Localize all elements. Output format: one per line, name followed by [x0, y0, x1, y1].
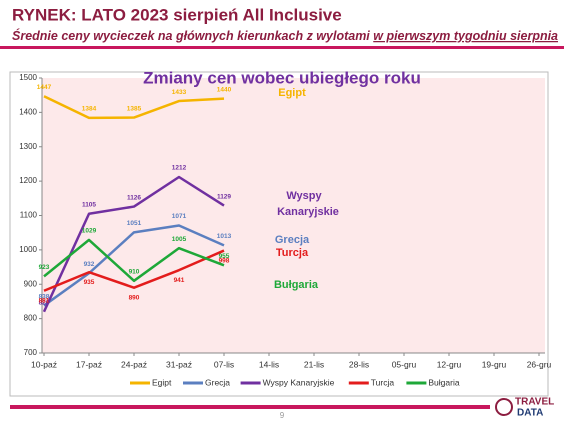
- series-annotation: Grecja: [275, 234, 310, 246]
- data-label: 890: [129, 294, 140, 301]
- x-tick-label: 19-gru: [482, 359, 507, 369]
- x-tick-label: 05-gru: [392, 359, 417, 369]
- data-label: 955: [219, 253, 230, 260]
- data-label: 1385: [127, 105, 142, 112]
- series-annotation: Bułgaria: [274, 279, 319, 291]
- data-label: 838: [39, 293, 50, 300]
- logo-text: DATA: [517, 408, 543, 419]
- data-label: 1129: [217, 193, 231, 200]
- legend-label: Wyspy Kanaryjskie: [263, 377, 335, 387]
- chart-title: Zmiany cen wobec ubiegłego roku: [143, 68, 421, 87]
- y-tick-label: 1500: [19, 73, 37, 82]
- logo-text: TRAVEL: [515, 397, 554, 408]
- x-tick-label: 24-paź: [121, 359, 147, 369]
- x-tick-label: 31-paź: [166, 359, 192, 369]
- data-label: 1433: [172, 89, 187, 96]
- data-label: 1013: [217, 233, 232, 240]
- y-tick-label: 1000: [19, 245, 37, 254]
- y-tick-label: 1100: [20, 211, 38, 220]
- slide-subtitle: Średnie ceny wycieczek na głównych kieru…: [12, 28, 558, 43]
- x-tick-label: 28-lis: [349, 359, 369, 369]
- data-label: 932: [84, 261, 95, 268]
- x-tick-label: 21-lis: [304, 359, 324, 369]
- legend-label: Bułgaria: [428, 377, 459, 387]
- data-label: 1051: [127, 220, 142, 227]
- data-label: 1440: [217, 86, 232, 93]
- data-label: 820: [39, 299, 50, 306]
- data-label: 881: [39, 298, 50, 305]
- data-label: 1447: [37, 84, 52, 91]
- x-tick-label: 07-lis: [214, 359, 234, 369]
- slide-title: RYNEK: LATO 2023 sierpień All Inclusive: [12, 5, 342, 24]
- y-tick-label: 1300: [19, 142, 37, 151]
- data-label: 1105: [82, 202, 96, 209]
- data-label: 1005: [172, 236, 187, 243]
- x-tick-label: 14-lis: [259, 359, 279, 369]
- subtitle-part: Średnie ceny wycieczek na głównych kieru…: [12, 28, 373, 43]
- data-label: 1126: [127, 194, 141, 201]
- page-number: 9: [280, 411, 285, 420]
- y-tick-label: 900: [24, 279, 38, 288]
- data-label: 1071: [172, 213, 187, 220]
- data-label: 935: [84, 279, 95, 286]
- legend-label: Turcja: [371, 377, 395, 387]
- x-tick-label: 17-paź: [76, 359, 102, 369]
- subtitle-underlined: w pierwszym tygodniu sierpnia: [373, 29, 558, 43]
- series-line: [43, 249, 225, 292]
- x-tick-label: 10-paź: [31, 359, 57, 369]
- footer-bar: [10, 405, 490, 409]
- y-tick-label: 1400: [19, 107, 37, 116]
- y-tick-label: 700: [24, 348, 38, 357]
- series-line: [43, 238, 225, 283]
- data-label: 998: [219, 257, 230, 264]
- logo-icon: [495, 398, 513, 416]
- plot-area: [42, 78, 545, 353]
- series-annotation: Egipt: [278, 87, 306, 99]
- series-annotation: Turcja: [276, 247, 309, 259]
- series-line: [42, 175, 225, 313]
- series-line: [43, 95, 225, 120]
- legend-label: Grecja: [205, 377, 230, 387]
- data-label: 1029: [82, 228, 97, 235]
- y-tick-label: 800: [24, 314, 38, 323]
- x-tick-label: 12-gru: [437, 359, 462, 369]
- x-tick-label: 26-gru: [527, 359, 552, 369]
- series-line: [43, 224, 225, 307]
- data-label: 1384: [82, 106, 97, 113]
- legend-label: Egipt: [152, 377, 172, 387]
- data-label: 910: [129, 269, 140, 276]
- y-tick-label: 1200: [19, 176, 37, 185]
- header-bar: [0, 46, 564, 49]
- data-label: 941: [174, 277, 185, 284]
- series-annotation: Wyspy: [286, 190, 322, 202]
- data-label: 1212: [172, 165, 187, 172]
- data-label: 923: [39, 264, 50, 271]
- series-annotation: Kanaryjskie: [277, 206, 339, 218]
